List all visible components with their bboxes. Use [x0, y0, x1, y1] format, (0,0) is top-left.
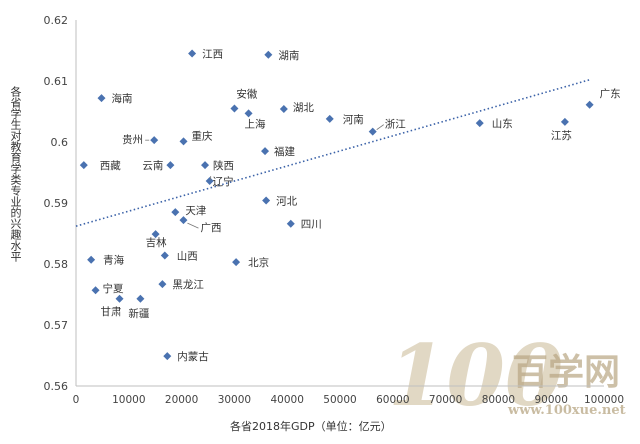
point-label: 四川 [301, 219, 322, 231]
data-point [205, 177, 214, 186]
x-tick-label: 90000 [534, 394, 567, 406]
x-tick-label: 50000 [323, 394, 356, 406]
data-point [325, 114, 334, 123]
y-tick-label: 0.62 [44, 14, 69, 27]
point-label: 湖南 [278, 49, 299, 62]
point-label: 江西 [202, 49, 223, 61]
x-axis-title: 各省2018年GDP（单位：亿元） [230, 420, 392, 433]
x-tick-label: 60000 [376, 394, 409, 406]
axes [75, 20, 604, 387]
data-point [160, 251, 169, 260]
data-points [79, 49, 594, 361]
point-label: 浙江 [385, 119, 406, 131]
point-label: 上海 [245, 117, 266, 130]
watermark-big-number: 100 [388, 326, 563, 425]
x-axis-ticks: 0 10000 20000 30000 40000 50000 60000 70000 8000… [73, 394, 624, 406]
point-label: 山西 [177, 250, 198, 262]
point-label: 贵州 [122, 133, 143, 146]
data-point [286, 219, 295, 228]
data-point [115, 294, 124, 303]
data-point [244, 109, 253, 118]
data-point [91, 286, 100, 295]
data-point [230, 104, 239, 113]
point-label: 广东 [600, 87, 621, 100]
data-point [368, 127, 377, 136]
y-tick-label: 0.59 [44, 197, 69, 210]
x-tick-label: 30000 [218, 394, 251, 406]
data-point [264, 50, 273, 59]
point-label: 北京 [248, 256, 269, 269]
watermark-logo: 100 百学网 www.100xue.net [388, 326, 626, 425]
x-tick-label: 20000 [165, 394, 198, 406]
y-tick-label: 0.6 [51, 136, 69, 149]
data-point [560, 117, 569, 126]
point-label: 吉林 [146, 236, 167, 249]
point-label: 天津 [185, 205, 206, 217]
data-point [279, 105, 288, 114]
leader-line [376, 124, 384, 130]
watermark-brand: 百学网 [512, 351, 620, 393]
data-point [475, 119, 484, 128]
point-label: 辽宁 [213, 175, 234, 188]
data-point [201, 161, 210, 170]
data-point [151, 230, 160, 239]
point-label: 河南 [343, 113, 364, 126]
trendline [75, 79, 590, 227]
data-point [87, 255, 96, 264]
point-label: 重庆 [192, 129, 213, 142]
point-label: 安徽 [236, 87, 257, 100]
point-label: 福建 [274, 145, 295, 158]
x-tick-label: 10000 [112, 394, 145, 406]
data-point [179, 216, 188, 225]
trendline-group [75, 79, 590, 227]
data-point [166, 161, 175, 170]
data-point [97, 94, 106, 103]
data-point [150, 136, 159, 145]
data-point [188, 49, 197, 58]
y-tick-label: 0.58 [44, 258, 69, 271]
data-point [171, 208, 180, 217]
data-point [79, 161, 88, 170]
point-label: 海南 [112, 92, 133, 105]
data-point [262, 196, 271, 205]
data-point [232, 258, 241, 267]
y-tick-label: 0.61 [44, 75, 69, 88]
y-tick-label: 0.57 [44, 319, 69, 332]
data-point [163, 352, 172, 361]
point-label: 陕西 [213, 159, 234, 172]
point-label: 西藏 [100, 160, 121, 172]
data-point [158, 280, 167, 289]
data-point [136, 294, 145, 303]
data-point [261, 147, 270, 156]
point-label: 江苏 [551, 129, 572, 142]
point-label: 湖北 [293, 102, 314, 114]
x-tick-label: 70000 [429, 394, 462, 406]
data-point [585, 100, 594, 109]
x-tick-label: 40000 [270, 394, 303, 406]
point-label: 青海 [103, 254, 124, 267]
y-tick-label: 0.56 [44, 380, 69, 393]
y-axis-ticks: 0.56 0.57 0.58 0.59 0.6 0.61 0.62 [44, 14, 69, 393]
watermark-url: www.100xue.net [507, 403, 626, 418]
point-label: 山东 [492, 117, 513, 130]
point-label: 云南 [142, 159, 163, 172]
x-tick-label: 0 [73, 394, 80, 406]
point-label: 宁夏 [103, 282, 124, 295]
point-label: 广西 [200, 222, 221, 234]
point-label: 甘肃 [101, 305, 122, 318]
point-label: 新疆 [128, 307, 149, 320]
leader-line [187, 222, 199, 229]
point-label: 内蒙古 [177, 350, 209, 363]
x-tick-label: 100000 [584, 394, 624, 406]
data-point [179, 137, 188, 146]
x-tick-label: 80000 [482, 394, 515, 406]
point-label: 河北 [276, 196, 297, 208]
point-label: 黑龙江 [172, 278, 204, 291]
y-axis-title: 各省学生对教育学类专业的兴趣水平 [9, 86, 22, 262]
